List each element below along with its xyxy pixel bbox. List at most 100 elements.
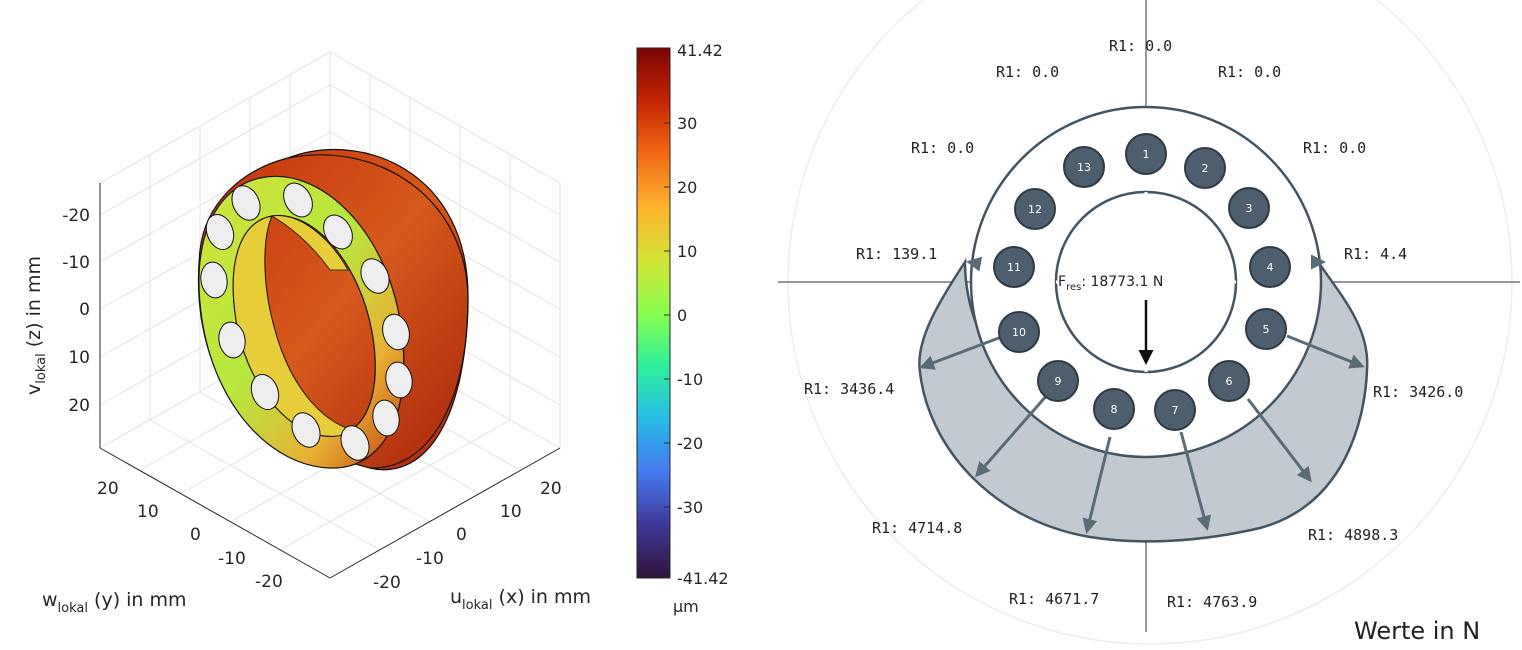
ball (1228, 187, 1270, 229)
load-arrow (966, 256, 983, 272)
ball (1037, 360, 1079, 402)
load-diagram: 1 2 3 4 5 6 7 8 9 10 11 12 13 Fres: 1877… (778, 0, 1520, 645)
ball (1063, 146, 1105, 188)
resultant-force-label: Fres: 18773.1 N (1058, 274, 1163, 293)
ball (231, 185, 261, 221)
ball-number: 10 (1012, 326, 1026, 339)
colorbar-tick: -30 (677, 498, 703, 517)
force-label: R1: 3426.0 (1373, 383, 1463, 401)
force-label: R1: 4898.3 (1308, 526, 1398, 544)
ball-number: 11 (1007, 261, 1021, 274)
y-tick: 0 (190, 525, 201, 545)
force-label: R1: 139.1 (856, 245, 937, 263)
ball (998, 311, 1040, 353)
ball-number: 5 (1263, 323, 1270, 336)
colorbar-tick: 41.42 (677, 41, 723, 60)
y-axis-ticks: 20 10 0 -10 -20 (97, 479, 283, 592)
colorbar-tick: -20 (677, 434, 703, 453)
z-tick: 20 (68, 396, 90, 416)
ball (360, 258, 390, 294)
ball (250, 374, 280, 410)
ball (385, 361, 413, 399)
force-label: R1: 4671.7 (1009, 590, 1099, 608)
z-axis-label: vlokal (z) in mm (23, 256, 49, 395)
bearing-3d-model (197, 148, 469, 471)
ball-numbers: 1 2 3 4 5 6 7 8 9 10 11 12 13 (1007, 148, 1274, 417)
z-tick: -20 (62, 206, 90, 226)
colorbar-tick: 20 (677, 178, 697, 197)
force-label: R1: 4763.9 (1167, 593, 1257, 611)
load-arrow (975, 393, 1050, 478)
ball (323, 214, 353, 250)
z-tick: 10 (68, 348, 90, 368)
units-note: Werte in N (1354, 617, 1480, 645)
ball-number: 3 (1246, 202, 1253, 215)
load-arrow (1286, 334, 1365, 369)
z-tick: 0 (79, 300, 90, 320)
load-arrows (919, 254, 1365, 534)
ball-number: 12 (1028, 203, 1042, 216)
force-label: R1: 4.4 (1344, 245, 1407, 263)
force-label: R1: 0.0 (996, 63, 1059, 81)
colorbar-tick: -41.42 (677, 569, 729, 588)
ball-number: 8 (1111, 403, 1118, 416)
force-label: R1: 0.0 (1303, 139, 1366, 157)
x-tick: -20 (373, 573, 401, 593)
x-tick: -10 (416, 549, 444, 569)
x-axis-ticks: -20 -10 0 10 20 (373, 479, 562, 593)
ball (372, 399, 400, 437)
colorbar-bar (636, 47, 671, 579)
force-label: R1: 0.0 (1218, 63, 1281, 81)
ball (1249, 246, 1291, 288)
y-tick: 20 (97, 479, 119, 499)
y-tick: -10 (218, 549, 246, 569)
load-arrow (1246, 398, 1312, 483)
y-tick: 10 (137, 502, 159, 522)
ball (283, 182, 313, 218)
ball-number: 6 (1226, 375, 1233, 388)
ball-number: 9 (1055, 375, 1062, 388)
load-arrow (919, 334, 1005, 370)
ball (1245, 308, 1287, 350)
ball-number: 2 (1202, 162, 1209, 175)
colorbar: 41.42 30 20 10 0 -10 -20 -30 -41.42 µm (636, 41, 729, 616)
ball (1154, 389, 1196, 431)
force-label: R1: 0.0 (1109, 37, 1172, 55)
ball (1014, 188, 1056, 230)
colorbar-tick: 30 (677, 114, 697, 133)
ball (1093, 388, 1135, 430)
load-arrow (1082, 436, 1112, 534)
x-tick: 0 (456, 525, 467, 545)
axis-lines (99, 183, 561, 579)
ball-number: 13 (1077, 161, 1091, 174)
x-tick: 10 (500, 502, 522, 522)
ball (1184, 147, 1226, 189)
z-axis-ticks: -20 -10 0 10 20 (62, 206, 90, 416)
ball (291, 412, 321, 448)
plot3d: -20 -10 0 10 20 20 10 0 -10 -20 -20 -10 … (23, 41, 729, 616)
colorbar-tick: -10 (677, 370, 703, 389)
bearing-balls (993, 133, 1291, 431)
colorbar-tick: 10 (677, 242, 697, 261)
x-axis-label: ulokal (x) in mm (450, 586, 591, 613)
colorbar-unit: µm (673, 597, 699, 616)
ball (993, 246, 1035, 288)
z-tick: -10 (62, 253, 90, 273)
ball (205, 214, 235, 250)
ball (1125, 133, 1167, 175)
force-label: R1: 3436.4 (804, 380, 894, 398)
ball (200, 261, 228, 299)
y-axis-label: wlokal (y) in mm (42, 589, 187, 616)
ball-set (200, 182, 413, 461)
ball (1208, 360, 1250, 402)
ball-number: 4 (1267, 261, 1274, 274)
ball-number: 1 (1143, 148, 1150, 161)
force-label: R1: 4714.8 (872, 519, 962, 537)
y-tick: -20 (255, 572, 283, 592)
x-tick: 20 (540, 479, 562, 499)
ball-number: 7 (1172, 404, 1179, 417)
force-labels: R1: 0.0 R1: 0.0 R1: 0.0 R1: 4.4 R1: 3426… (804, 37, 1463, 611)
ball (382, 313, 410, 351)
ball (218, 321, 246, 359)
